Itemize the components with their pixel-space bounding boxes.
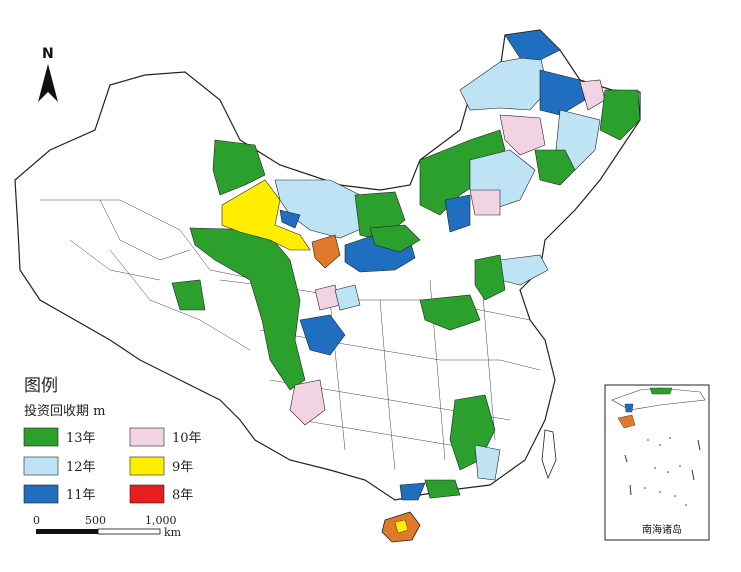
- legend-label-9: 9年: [172, 460, 193, 475]
- inset-label: 南海诸岛: [642, 523, 682, 536]
- region-12-fujian: [474, 444, 501, 481]
- scale-unit: km: [164, 526, 182, 539]
- region-13-xinjiang-east: [212, 139, 266, 196]
- region-11-heilongjiang: [539, 69, 586, 116]
- legend-subtitle: 投资回收期 m: [24, 403, 105, 419]
- region-12-inner-mongolia-west: [274, 179, 371, 239]
- region-13-hebei: [474, 254, 506, 301]
- north-arrow: N: [38, 46, 58, 102]
- scale-tick-0: 0: [33, 514, 40, 527]
- inset-hainan: [617, 414, 636, 429]
- region-13-henan: [419, 294, 481, 331]
- legend-title: 图例: [24, 376, 58, 396]
- region-11-heilongjiang-top: [504, 29, 561, 61]
- region-10-yunnan: [289, 379, 326, 426]
- region-hainan-yellow: [394, 519, 409, 534]
- legend-swatch-13: [23, 427, 59, 447]
- north-arrow-icon: [38, 64, 58, 102]
- region-13-guangdong: [424, 479, 461, 499]
- region-11-gansu: [279, 209, 301, 229]
- region-12-sichuan-edge: [334, 284, 361, 311]
- legend-label-8: 8年: [172, 488, 193, 503]
- inset-coast: [611, 387, 706, 411]
- region-12-neimeng-north: [459, 54, 549, 111]
- scale-bar-light: [97, 528, 161, 535]
- region-10-hebei-north: [469, 189, 501, 216]
- region-13-shanxi: [369, 224, 421, 253]
- scale-tick-500: 500: [85, 514, 106, 527]
- legend-label-10: 10年: [172, 431, 202, 446]
- region-10-neimeng-mid: [499, 114, 546, 156]
- north-label: N: [42, 46, 54, 62]
- inset-islands: [644, 437, 687, 506]
- region-9-gansu: [221, 179, 311, 251]
- inset-frame: [604, 384, 710, 541]
- region-13-heilongjiang-east: [599, 89, 641, 141]
- legend-swatch-10: [129, 427, 165, 447]
- region-orange-ningxia: [311, 234, 341, 269]
- region-12-shandong: [499, 254, 549, 286]
- legend-label-13: 13年: [66, 431, 96, 446]
- region-11-guangdong: [399, 482, 426, 501]
- legend-swatch-8: [129, 484, 165, 504]
- legend-label-11: 11年: [66, 488, 96, 503]
- scale-bar: 0 500 1,000 km: [33, 514, 182, 539]
- inset-south-china-sea: 南海诸岛: [604, 384, 710, 541]
- scale-tick-1000: 1,000: [145, 514, 177, 527]
- legend: 图例 投资回收期 m 13年 12年 11年 10年 9年 8年: [23, 376, 202, 504]
- inset-green: [649, 387, 673, 395]
- colored-regions: [171, 29, 641, 543]
- legend-label-12: 12年: [66, 460, 96, 475]
- inset-blue: [624, 403, 634, 413]
- region-13-qinghai: [189, 227, 306, 391]
- taiwan: [541, 429, 557, 480]
- region-13-west: [171, 279, 206, 311]
- legend-swatch-11: [23, 484, 59, 504]
- legend-swatch-12: [23, 456, 59, 476]
- legend-swatch-9: [129, 456, 165, 476]
- inset-dash-lines: [624, 439, 701, 496]
- region-13-liaoning-south: [534, 149, 576, 186]
- region-11-beijing: [444, 194, 471, 233]
- scale-bar-dark: [36, 529, 98, 534]
- region-11-sichuan: [299, 314, 346, 356]
